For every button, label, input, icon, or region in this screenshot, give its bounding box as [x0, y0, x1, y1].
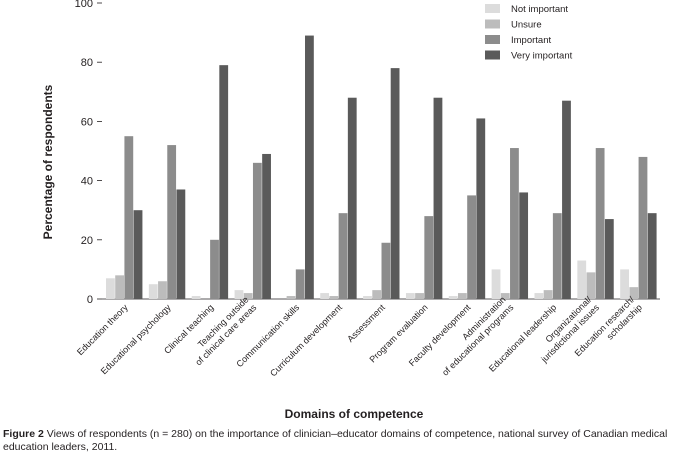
bar-important	[638, 156, 648, 299]
bar-very-important	[433, 97, 443, 299]
bar-important	[167, 145, 177, 299]
bar-not-important	[577, 260, 587, 299]
bar-not-important	[106, 278, 115, 299]
bar-very-important	[604, 219, 614, 299]
bar-very-important	[305, 35, 314, 300]
x-category-label-line: Educational psychology	[99, 302, 173, 376]
y-tick-label: 40	[81, 176, 93, 188]
legend-label: Very important	[511, 51, 573, 62]
y-axis: 0 20 40 60 80 100	[75, 0, 660, 306]
bar-very-important	[562, 100, 571, 300]
bar-unsure	[500, 293, 510, 299]
bar-unsure	[329, 296, 339, 299]
legend-swatch	[485, 19, 500, 29]
legend: Not important Unsure Important Very importa…	[485, 4, 573, 62]
bar-very-important	[390, 68, 400, 300]
bar-very-important	[133, 210, 143, 299]
y-tick-label: 0	[87, 294, 93, 306]
bar-unsure	[286, 296, 296, 299]
bar-unsure	[243, 293, 253, 299]
bar-very-important	[219, 65, 229, 299]
x-axis-title: Domains of competence	[285, 407, 424, 421]
bar-unsure	[629, 287, 639, 299]
y-tick-label: 20	[81, 235, 93, 247]
bar-very-important	[347, 97, 357, 299]
bar-not-important	[534, 293, 544, 299]
bar-very-important	[176, 189, 186, 299]
x-category-label: Curriculum development	[268, 302, 344, 378]
bar-unsure	[158, 281, 167, 299]
bar-not-important	[191, 296, 201, 299]
x-category-label: Educational psychology	[99, 302, 173, 376]
legend-swatch	[485, 35, 500, 44]
bar-chart: 0 20 40 60 80 100 Education theoryEducational…	[41, 0, 660, 421]
bar-not-important	[620, 269, 629, 299]
bar-not-important	[448, 296, 458, 299]
bar-unsure	[372, 290, 382, 299]
legend-label: Not important	[511, 4, 568, 15]
x-category-label-line: Curriculum development	[268, 302, 344, 378]
y-tick-label: 60	[81, 116, 93, 128]
bar-important	[552, 213, 562, 299]
legend-label: Important	[511, 35, 551, 46]
y-tick-label: 80	[81, 57, 93, 69]
legend-label: Unsure	[511, 20, 542, 31]
bar-important	[424, 216, 434, 299]
figure-caption-text: Views of respondents (n = 280) on the im…	[3, 428, 668, 453]
bar-not-important	[405, 293, 415, 299]
y-tick-label: 100	[75, 0, 93, 10]
bar-important	[467, 195, 476, 299]
bar-unsure	[586, 272, 596, 299]
x-category-label: Assessment	[345, 302, 387, 344]
x-category-label-line: of educational programs	[440, 302, 516, 378]
x-category-label: Organizational/jurisdictional issues	[531, 294, 602, 365]
bar-unsure	[543, 290, 553, 299]
x-category-label-line: Assessment	[345, 302, 387, 344]
bar-important	[510, 148, 519, 299]
bar-unsure	[457, 293, 467, 299]
figure-caption: Figure 2 Views of respondents (n = 280) …	[3, 428, 679, 454]
bar-unsure	[415, 293, 424, 299]
bar-important	[338, 213, 348, 299]
bar-very-important	[519, 192, 529, 299]
bar-not-important	[491, 269, 501, 299]
bar-not-important	[148, 284, 158, 299]
bars	[106, 35, 657, 300]
bar-not-important	[234, 290, 244, 299]
bar-important	[252, 162, 262, 299]
figure-label: Figure 2	[3, 428, 44, 440]
legend-swatch	[485, 4, 500, 13]
bar-not-important	[363, 296, 372, 299]
bar-very-important	[262, 153, 271, 299]
bar-important	[124, 136, 134, 299]
bar-important	[381, 242, 391, 299]
legend-swatch	[485, 50, 500, 60]
bar-not-important	[320, 293, 330, 299]
bar-important	[210, 239, 219, 299]
y-axis-title: Percentage of respondents	[41, 84, 55, 239]
bar-important	[595, 148, 605, 299]
bar-important	[295, 269, 305, 299]
bar-very-important	[647, 213, 657, 299]
bar-very-important	[476, 118, 486, 299]
bar-unsure	[115, 275, 125, 299]
